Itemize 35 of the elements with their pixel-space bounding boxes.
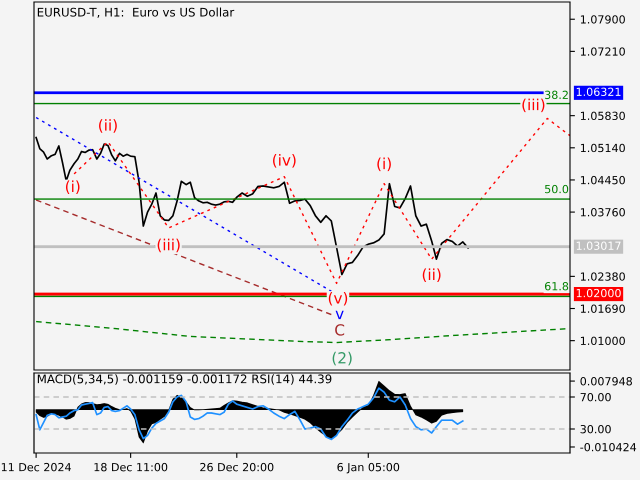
x-tick-label: 18 Dec 11:00: [94, 462, 168, 472]
y-tick-label: -0.010424: [580, 442, 636, 452]
annotation: (iii): [522, 98, 544, 112]
annotation: (iv): [273, 154, 296, 168]
y-tick-label: 0.007948: [580, 377, 632, 386]
ref-line-label: 1.03017: [576, 242, 621, 250]
y-tick-label: 1.07210: [580, 47, 625, 56]
annotation: 61.8: [544, 282, 568, 290]
y-tick-label: 1.02380: [580, 272, 625, 281]
annotation: (v): [328, 292, 348, 306]
y-tick-label: 1.05830: [580, 112, 625, 120]
y-tick-label: 1.04450: [580, 176, 625, 184]
y-tick-label: 1.07900: [580, 15, 625, 24]
annotation: C: [335, 324, 344, 336]
annotation: 50.0: [545, 184, 568, 194]
x-tick-label: 6 Jan 05:00: [337, 462, 400, 474]
y-tick-label: 1.05140: [580, 144, 625, 152]
annotation: 38.2: [545, 90, 568, 100]
annotation: (iii): [158, 238, 180, 252]
y2-tick-label: 70.00: [580, 392, 611, 402]
y-tick-label: 1.03760: [580, 208, 625, 216]
y-tick-label: 1.01000: [580, 336, 625, 346]
annotation: (i): [66, 180, 80, 194]
annotation: (2): [332, 352, 352, 366]
annotation: (ii): [422, 268, 441, 282]
ref-line-label: 1.02000: [576, 288, 621, 298]
x-tick-label: 11 Dec 2024: [2, 462, 71, 472]
chart-title: EURUSD-T, H1: Euro vs US Dollar: [38, 8, 234, 18]
y2-tick-label: 30.00: [580, 424, 611, 434]
ref-line-label: 1.06321: [576, 88, 620, 96]
y-tick-label: 1.01690: [580, 304, 625, 313]
annotation: (i): [377, 158, 391, 172]
annotation: v: [336, 310, 344, 320]
annotation: (ii): [99, 119, 117, 133]
x-tick-label: 26 Dec 20:00: [200, 462, 274, 472]
